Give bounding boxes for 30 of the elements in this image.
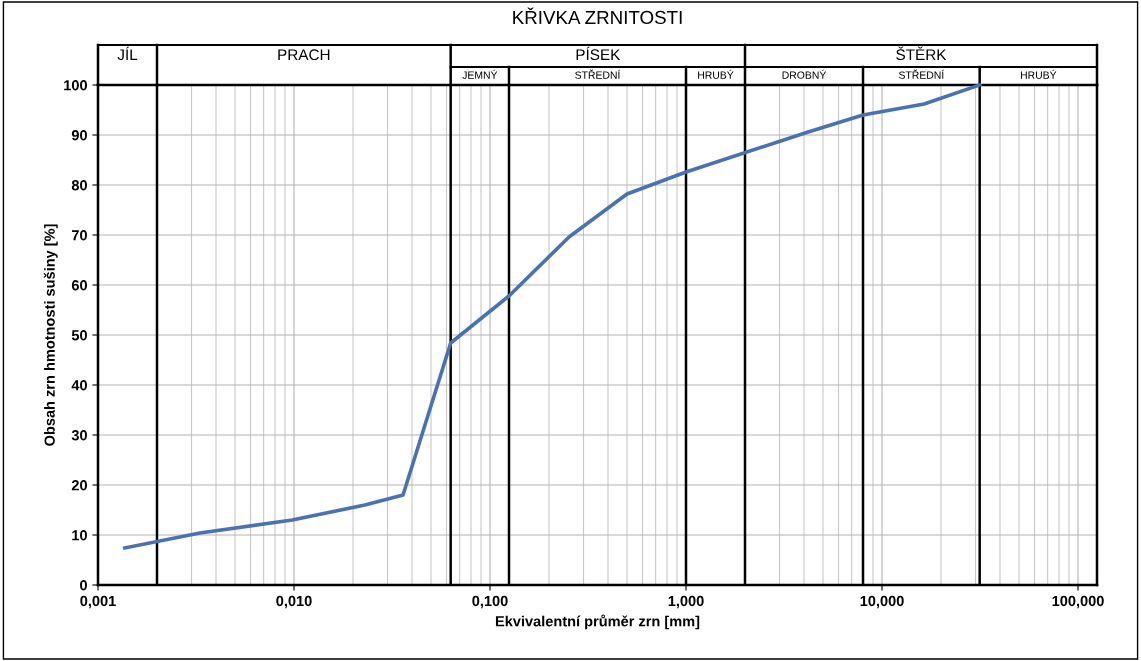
x-tick-label: 0,100	[472, 595, 508, 609]
y-tick-label: 60	[71, 280, 87, 291]
y-tick-label: 90	[71, 130, 87, 141]
text: ŠTĚRK	[896, 46, 947, 61]
text: HRUBÝ	[1020, 69, 1057, 79]
chart-title: KŘIVKA ZRNITOSTI	[513, 7, 682, 25]
y-tick-label: 10	[72, 530, 87, 541]
y-tick-label: 0	[80, 580, 87, 591]
text: PRACH	[278, 49, 330, 61]
y-tick-label: 30	[71, 430, 87, 441]
y-axis-title: Obsah zrn hmotnosti sušiny [%]	[43, 224, 58, 446]
y-tick-label: 100	[64, 80, 87, 91]
text: HRUBÝ	[698, 69, 734, 79]
y-tick-label: 80	[71, 180, 87, 191]
text: JEMNÝ	[462, 69, 498, 79]
text: STŘEDNÍ	[898, 69, 945, 79]
y-tick-label: 20	[71, 480, 87, 491]
text: DROBNÝ	[782, 69, 827, 79]
text: JÍL	[117, 46, 138, 61]
x-tick-label: 100,000	[1052, 595, 1104, 609]
x-tick-label: 0,010	[276, 595, 312, 609]
text: PÍSEK	[576, 46, 621, 61]
y-tick-label: 70	[71, 230, 87, 241]
y-tick-label: 40	[71, 380, 87, 391]
x-tick-label: 1,000	[668, 595, 704, 609]
text: STŘEDNÍ	[575, 69, 621, 79]
x-tick-label: 0,001	[80, 595, 116, 609]
y-tick-label: 50	[71, 330, 87, 341]
x-tick-label: 10,000	[860, 595, 904, 609]
x-axis-title: Ekvivalentní průměr zrn [mm]	[495, 614, 700, 630]
